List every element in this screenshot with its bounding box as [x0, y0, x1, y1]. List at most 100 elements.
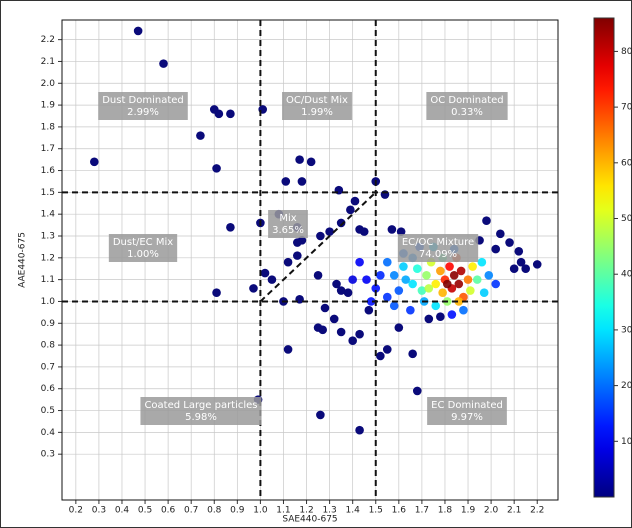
point: [468, 262, 477, 271]
point: [376, 270, 385, 280]
x-axis-label: SAE440-675: [282, 515, 337, 525]
point: [466, 286, 475, 295]
region-share: 1.99%: [301, 107, 333, 118]
point: [408, 279, 417, 289]
point: [249, 284, 258, 293]
region-share: 9.97%: [451, 412, 483, 423]
point: [362, 275, 371, 284]
point: [394, 286, 404, 295]
x-tick-label: 1.9: [461, 506, 476, 516]
point: [332, 279, 341, 289]
point: [394, 323, 404, 332]
point: [306, 157, 316, 167]
point: [348, 275, 357, 284]
colorbar-tick-label: 10: [621, 437, 632, 447]
point: [336, 218, 346, 228]
y-tick-label: 1.0: [41, 297, 56, 307]
point: [491, 244, 501, 254]
y-tick-label: 2.0: [41, 79, 56, 89]
x-tick-label: 0.7: [184, 506, 198, 516]
y-tick-label: 1.5: [41, 188, 55, 198]
point: [412, 386, 422, 396]
y-axis-label: AAE440-675: [18, 232, 28, 288]
point: [491, 279, 501, 289]
region-box: [426, 92, 508, 120]
point: [364, 305, 374, 315]
point: [479, 288, 489, 298]
point: [449, 270, 459, 280]
point: [350, 196, 360, 206]
region-share: 1.00%: [127, 249, 159, 260]
y-tick-label: 0.3: [41, 450, 55, 460]
x-tick-label: 1.2: [299, 506, 313, 516]
y-tick-label: 2.2: [41, 35, 55, 45]
region-box: [140, 397, 262, 425]
x-tick-label: 0.4: [115, 506, 130, 516]
point: [336, 286, 346, 295]
point: [346, 205, 355, 215]
region-share: 5.98%: [185, 412, 217, 423]
point: [459, 305, 468, 315]
x-tick-label: 1.3: [322, 506, 336, 516]
point: [406, 305, 415, 315]
point: [283, 345, 293, 354]
point: [477, 257, 487, 267]
point: [89, 157, 99, 167]
point: [496, 229, 505, 239]
point: [396, 227, 406, 236]
region-share: 3.65%: [272, 225, 304, 236]
point: [424, 284, 434, 293]
diagonal-line: [259, 191, 377, 303]
point: [260, 268, 270, 278]
point: [355, 425, 364, 435]
x-tick-label: 2.1: [507, 506, 521, 516]
y-tick-label: 2.1: [41, 57, 55, 67]
y-tick-label: 1.2: [41, 253, 55, 263]
point: [401, 275, 411, 284]
x-tick-label: 1.6: [392, 506, 407, 516]
point: [472, 275, 482, 284]
point: [343, 288, 353, 298]
point: [438, 288, 447, 298]
point: [212, 288, 221, 298]
point: [316, 410, 325, 420]
colorbar-tick-label: 80: [621, 47, 632, 57]
x-tick-label: 1.4: [346, 506, 361, 516]
x-tick-label: 0.9: [230, 506, 245, 516]
point: [436, 266, 445, 276]
point: [482, 216, 491, 226]
point: [532, 260, 542, 269]
point: [295, 155, 304, 164]
y-tick-label: 1.3: [41, 232, 55, 242]
x-tick-label: 0.5: [138, 506, 152, 516]
y-tick-label: 0.4: [41, 428, 56, 438]
region-box: [427, 397, 507, 425]
region-box: [282, 92, 352, 120]
point: [387, 225, 397, 234]
x-tick-label: 2.0: [484, 506, 499, 516]
point: [196, 131, 205, 140]
point: [456, 266, 466, 276]
x-tick-label: 1.7: [415, 506, 429, 516]
y-tick-label: 1.6: [41, 166, 56, 176]
plot-border: [61, 19, 559, 501]
point: [293, 238, 302, 247]
point: [283, 257, 293, 267]
point: [267, 275, 277, 284]
point: [382, 345, 392, 354]
point: [329, 314, 339, 324]
point: [389, 301, 399, 311]
point: [313, 270, 323, 280]
point: [445, 262, 454, 271]
x-tick-label: 1.8: [438, 506, 453, 516]
point: [417, 286, 427, 295]
colorbar: [593, 17, 615, 498]
point: [408, 349, 417, 359]
colorbar-tick-label: 40: [621, 270, 632, 280]
x-tick-label: 0.3: [92, 506, 106, 516]
y-tick-label: 0.7: [41, 362, 55, 372]
